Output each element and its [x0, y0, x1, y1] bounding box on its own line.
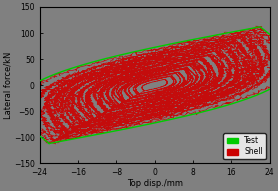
- X-axis label: Top disp./mm: Top disp./mm: [127, 179, 183, 188]
- Legend: Test, Shell: Test, Shell: [224, 133, 266, 159]
- Y-axis label: Lateral force/kN: Lateral force/kN: [3, 51, 13, 119]
